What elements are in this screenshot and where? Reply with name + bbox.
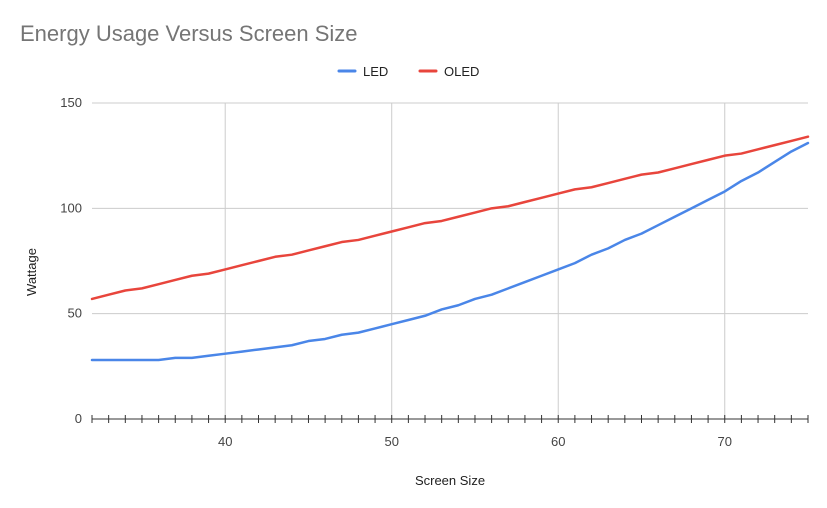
- x-tick-label: 50: [384, 434, 398, 449]
- y-tick-label: 50: [68, 306, 82, 321]
- y-tick-label: 150: [60, 95, 82, 110]
- x-axis-title: Screen Size: [415, 473, 485, 488]
- gridlines: [92, 102, 808, 419]
- y-tick-label: 100: [60, 200, 82, 215]
- chart-title: Energy Usage Versus Screen Size: [20, 21, 358, 46]
- legend-label-oled: OLED: [444, 64, 479, 79]
- series-line-oled: [90, 135, 810, 301]
- x-tick-label: 70: [718, 434, 732, 449]
- series-line-led: [90, 141, 810, 362]
- x-axis: [91, 415, 809, 423]
- x-tick-label: 60: [551, 434, 565, 449]
- legend: LED OLED: [337, 64, 479, 79]
- y-tick-label: 0: [75, 411, 82, 426]
- series-lines: [90, 135, 810, 362]
- y-axis-title: Wattage: [24, 248, 39, 296]
- x-tick-label: 40: [218, 434, 232, 449]
- legend-label-led: LED: [363, 64, 388, 79]
- tick-labels: 0 50 100 150 40 50 60 70: [60, 95, 732, 449]
